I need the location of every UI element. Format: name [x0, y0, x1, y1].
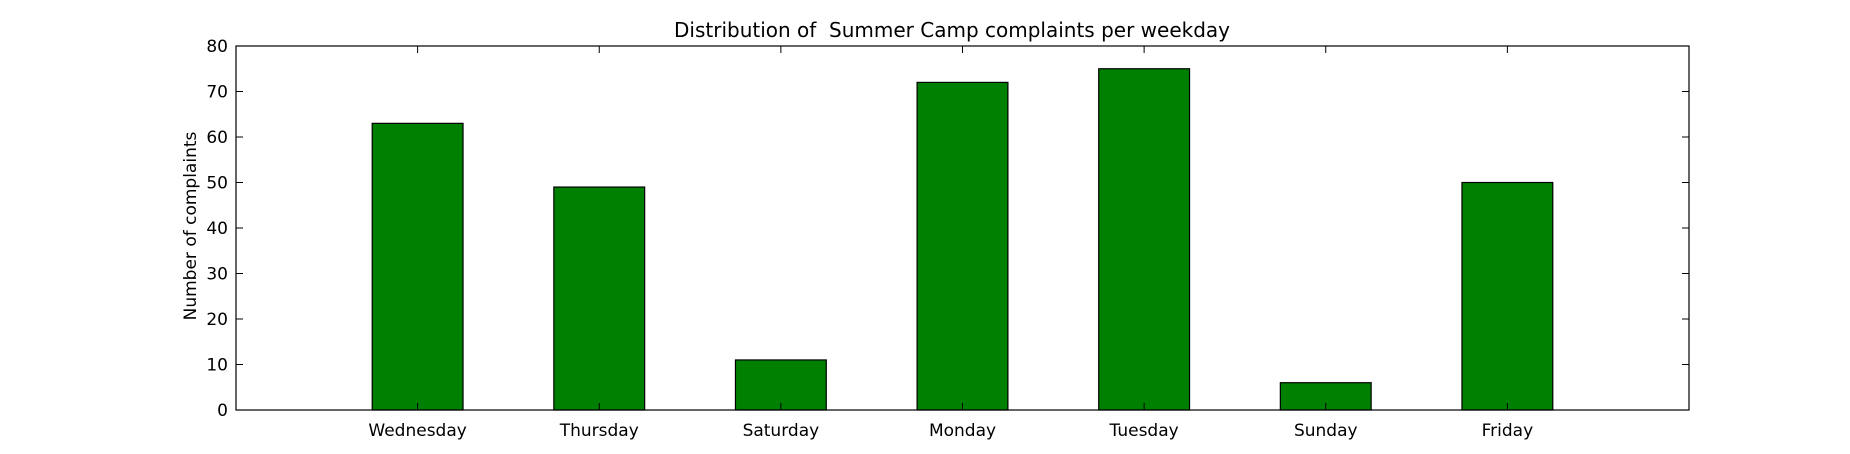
bar-saturday [734, 359, 827, 411]
bar-friday [1461, 181, 1554, 411]
x-tick-label: Friday [1482, 421, 1534, 441]
bar-thursday [553, 186, 646, 411]
bars-layer [371, 68, 1554, 411]
chart-title: Distribution of Summer Camp complaints p… [674, 18, 1230, 42]
x-tick-label: Saturday [743, 421, 820, 441]
bar-monday [916, 81, 1009, 411]
y-tick-label: 20 [206, 310, 228, 330]
y-tick-label: 30 [206, 265, 228, 285]
y-tick-label: 50 [206, 174, 228, 194]
bar-tuesday [1098, 68, 1191, 411]
y-tick-label: 10 [206, 356, 228, 376]
y-axis-label: Number of complaints [181, 131, 201, 320]
x-tick-label: Sunday [1294, 421, 1358, 441]
x-tick-label: Thursday [559, 421, 639, 441]
y-tick-label: 80 [206, 37, 228, 57]
y-tick-label: 0 [217, 401, 228, 421]
y-tick-label: 60 [206, 128, 228, 148]
x-tick-label: Tuesday [1109, 421, 1179, 441]
ticks-layer: 0 10 20 30 40 50 60 70 80 Wednesday Thursday Saturd… [206, 37, 1689, 441]
bar-wednesday [371, 122, 464, 411]
y-tick-label: 40 [206, 219, 228, 239]
x-tick-label: Monday [929, 421, 996, 441]
x-tick-label: Wednesday [368, 421, 466, 441]
y-tick-label: 70 [206, 83, 228, 103]
